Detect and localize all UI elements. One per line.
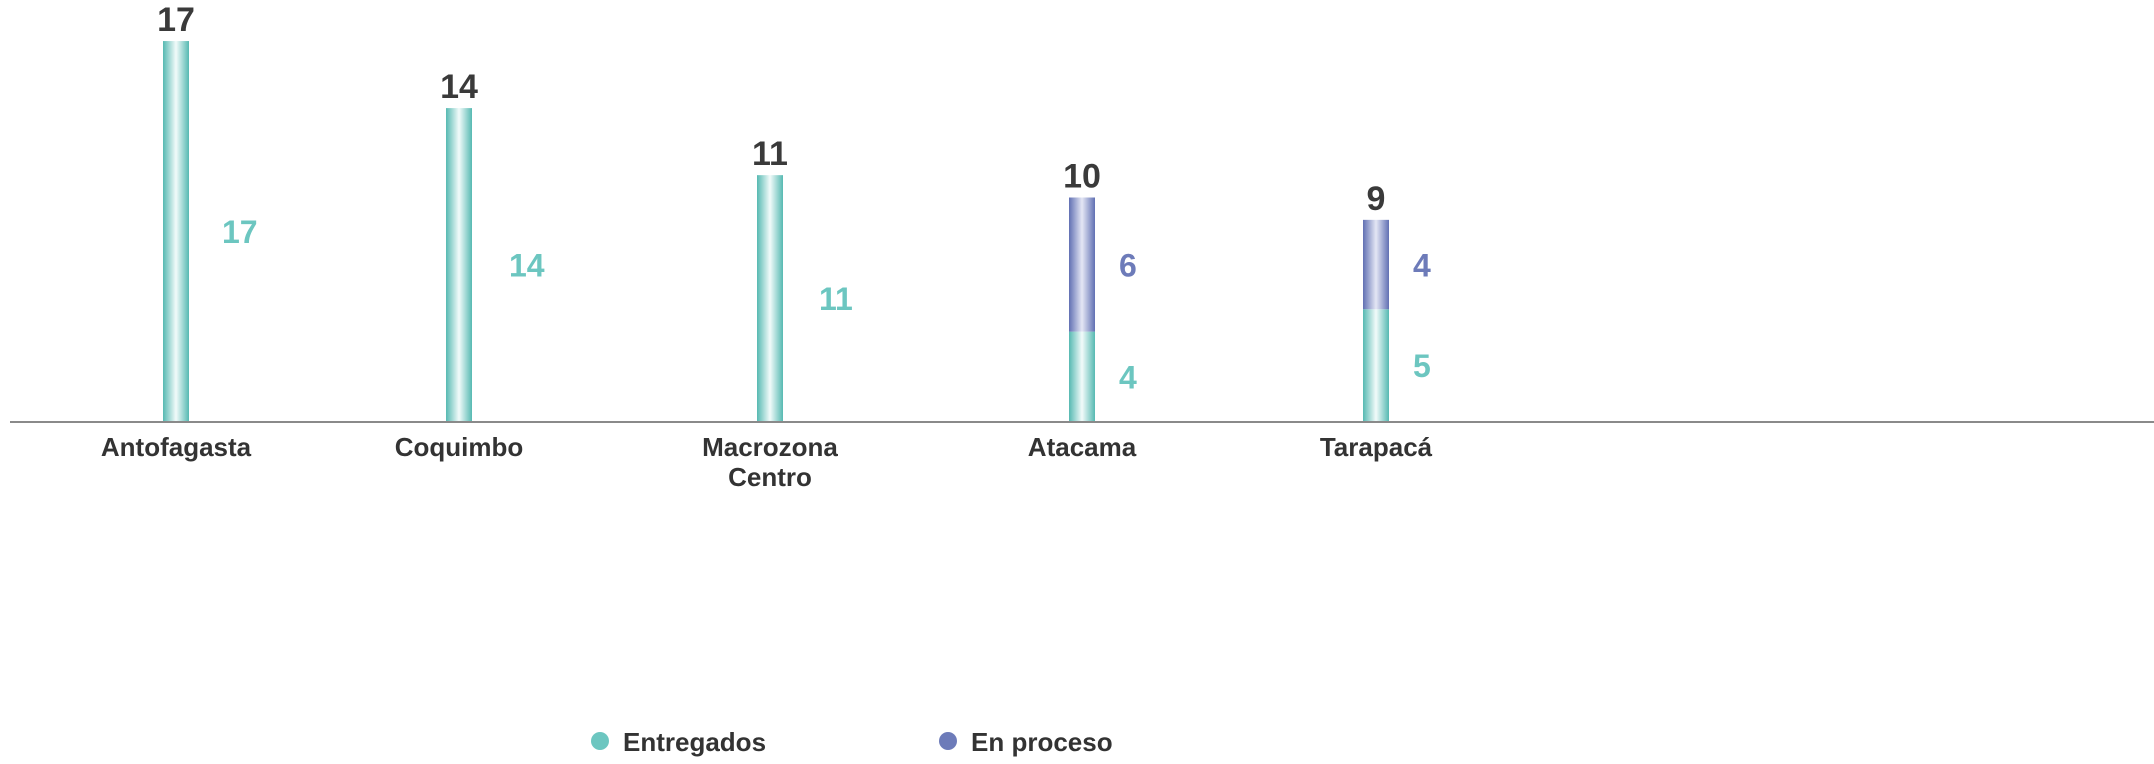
bar-entregados-4	[1363, 309, 1389, 421]
segment-value-label: 4	[1413, 248, 1431, 284]
bar-entregados-2	[757, 175, 783, 421]
bar-en-proceso-4	[1363, 219, 1389, 310]
segment-value-label: 11	[819, 281, 853, 317]
segment-value-label: 14	[509, 248, 545, 284]
legend-swatch-en-proceso	[939, 732, 957, 750]
category-label: Atacama	[1028, 432, 1137, 462]
bar-total-label: 11	[752, 135, 788, 173]
bar-entregados-0	[163, 41, 189, 422]
segment-value-label: 4	[1119, 359, 1137, 395]
segment-value-label: 6	[1119, 248, 1137, 284]
bar-total-label: 17	[157, 1, 195, 39]
category-label: Centro	[728, 462, 812, 492]
legend-label: En proceso	[971, 727, 1113, 757]
category-label: Coquimbo	[395, 432, 524, 462]
legend-swatch-entregados	[591, 732, 609, 750]
segment-value-label: 5	[1413, 348, 1431, 384]
category-label: Antofagasta	[101, 432, 252, 462]
bar-entregados-3	[1069, 331, 1095, 421]
bar-total-label: 9	[1367, 180, 1386, 218]
legend-label: Entregados	[623, 727, 766, 757]
bar-en-proceso-3	[1069, 197, 1095, 332]
legend: Entregados En proceso	[591, 727, 1113, 757]
category-label: Tarapacá	[1320, 432, 1433, 462]
segment-value-label: 17	[222, 214, 258, 250]
bar-total-label: 14	[440, 68, 478, 106]
bar-total-label: 10	[1063, 158, 1101, 196]
category-label: Macrozona	[702, 432, 838, 462]
bar-entregados-1	[446, 108, 472, 421]
